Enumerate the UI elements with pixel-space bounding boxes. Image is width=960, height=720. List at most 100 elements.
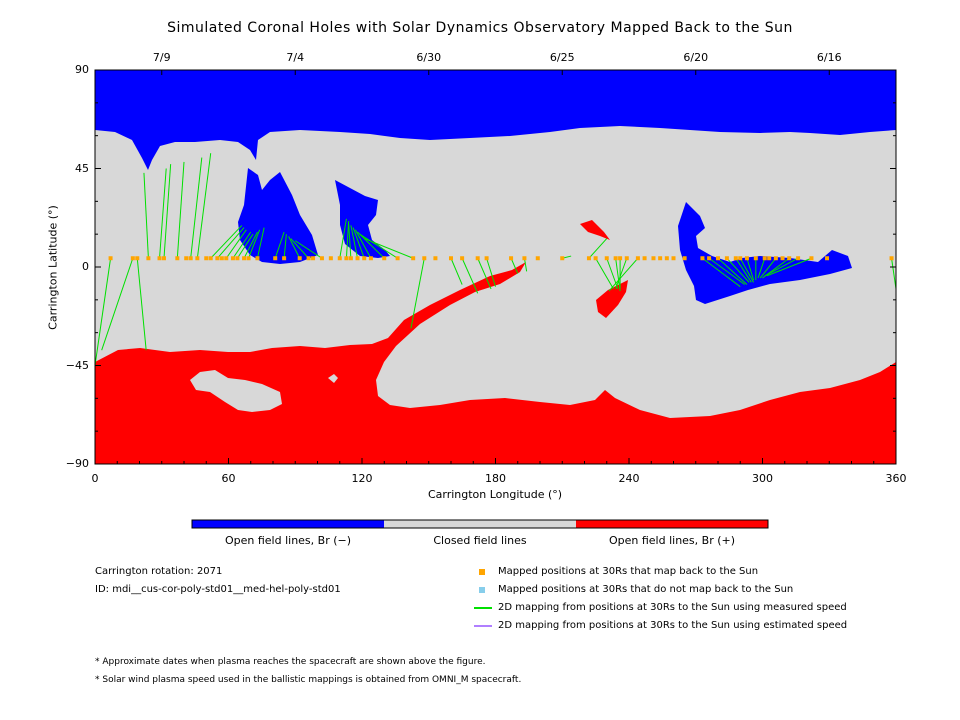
mapped-point-23 [306, 256, 311, 261]
field-line-16 [256, 227, 265, 259]
field-line-46 [702, 257, 741, 288]
field-line-11 [225, 229, 247, 259]
mapped-point-67 [762, 256, 767, 261]
mapped-point-38 [449, 256, 453, 261]
y-tick-label: 45 [75, 161, 89, 175]
note-speed: * Solar wind plasma speed used in the ba… [95, 675, 522, 685]
date-label: 6/25 [549, 51, 575, 64]
field-line-54 [757, 258, 766, 279]
field-line-47 [708, 257, 745, 285]
field-line-29 [359, 233, 398, 259]
mapped-point-48 [604, 256, 609, 261]
field-line-51 [739, 258, 755, 283]
mapped-point-52 [635, 256, 640, 261]
mapped-point-30 [355, 256, 360, 261]
mapped-point-1 [130, 256, 135, 261]
field-line-22 [339, 218, 347, 259]
legend-marker-mapped [479, 569, 485, 575]
mapped-point-26 [328, 256, 333, 261]
mapped-point-4 [157, 256, 162, 261]
field-line-13 [236, 233, 254, 259]
mapped-point-49 [613, 256, 618, 261]
open-negative-lobe-west [238, 168, 318, 264]
mapped-point-45 [560, 256, 565, 261]
model-id-text: ID: mdi__cus-cor-poly-std01__med-hel-pol… [95, 584, 341, 595]
mapped-point-36 [422, 256, 427, 261]
mapped-point-18 [246, 256, 251, 261]
field-line-8 [196, 153, 212, 259]
colorbar-frame [191, 519, 769, 529]
mapped-point-43 [522, 256, 527, 261]
mapped-point-56 [664, 256, 669, 261]
closed-island-south-small [328, 374, 338, 383]
mapped-point-7 [184, 256, 189, 261]
mapped-point-8 [188, 256, 193, 261]
legend-marker-unmapped [479, 587, 485, 593]
field-line-23 [345, 221, 350, 259]
carrington-rotation-text: Carrington rotation: 2071 [95, 566, 223, 577]
mapped-point-17 [242, 256, 247, 261]
mapped-point-54 [651, 256, 656, 261]
field-line-26 [352, 227, 365, 259]
open-negative-lobe-east [678, 202, 852, 304]
field-line-48 [717, 257, 748, 285]
field-line-33 [461, 258, 479, 294]
field-line-40 [595, 257, 614, 290]
field-line-2 [136, 258, 147, 351]
field-line-19 [288, 236, 301, 259]
open-negative-lobe-central [335, 180, 390, 258]
colorbar-closed [384, 520, 576, 528]
colorbar-open-positive [576, 520, 768, 528]
field-line-58 [766, 257, 812, 277]
x-tick-label: 300 [752, 472, 773, 485]
colorbar-label-open-negative: Open field lines, Br (−) [224, 534, 352, 547]
colorbar-label-open-positive: Open field lines, Br (+) [608, 534, 736, 547]
field-line-27 [354, 229, 372, 259]
mapped-point-20 [273, 256, 278, 261]
field-line-36 [510, 258, 519, 274]
note-dates: * Approximate dates when plasma reaches … [95, 657, 486, 667]
mapped-point-0 [108, 256, 113, 261]
mapped-point-55 [658, 256, 663, 261]
north-open-negative-region [95, 70, 896, 170]
field-line-49 [726, 257, 750, 283]
mapped-point-46 [586, 256, 591, 261]
x-tick-label: 0 [91, 472, 99, 485]
mapped-point-11 [208, 256, 213, 261]
y-tick-label: −90 [65, 457, 89, 470]
colorbar-open-negative [192, 520, 384, 528]
field-line-55 [759, 257, 777, 279]
mapped-point-59 [700, 256, 705, 261]
field-line-1 [101, 258, 134, 351]
field-line-50 [735, 257, 752, 283]
mapped-point-74 [825, 256, 830, 261]
y-tick-label: 0 [82, 260, 89, 273]
field-line-10 [216, 227, 245, 259]
x-tick-label: 60 [221, 472, 236, 485]
field-line-14 [243, 231, 258, 259]
field-line-21 [294, 240, 323, 259]
mapped-point-64 [738, 256, 743, 261]
field-line-12 [232, 231, 252, 259]
field-line-4 [159, 168, 167, 259]
legend-label-mapped: Mapped positions at 30Rs that map back t… [498, 566, 759, 577]
field-line-25 [350, 225, 359, 259]
field-line-59 [891, 258, 897, 289]
y-tick-label: 90 [75, 63, 89, 76]
mapped-point-9 [195, 256, 200, 261]
mapped-point-25 [319, 256, 324, 261]
colorbar-label-closed: Closed field lines [433, 534, 527, 547]
mapped-point-24 [311, 256, 316, 261]
open-positive-patch-a [580, 220, 610, 240]
mapped-point-60 [707, 256, 712, 261]
mapped-point-42 [509, 256, 514, 261]
mapped-point-15 [230, 256, 235, 261]
date-label: 7/9 [152, 51, 171, 64]
mapped-point-63 [733, 256, 738, 261]
x-tick-label: 240 [618, 472, 640, 485]
mapped-point-53 [642, 256, 647, 261]
mapped-point-68 [767, 256, 772, 261]
field-line-0 [94, 258, 112, 366]
mapped-point-70 [780, 256, 785, 261]
